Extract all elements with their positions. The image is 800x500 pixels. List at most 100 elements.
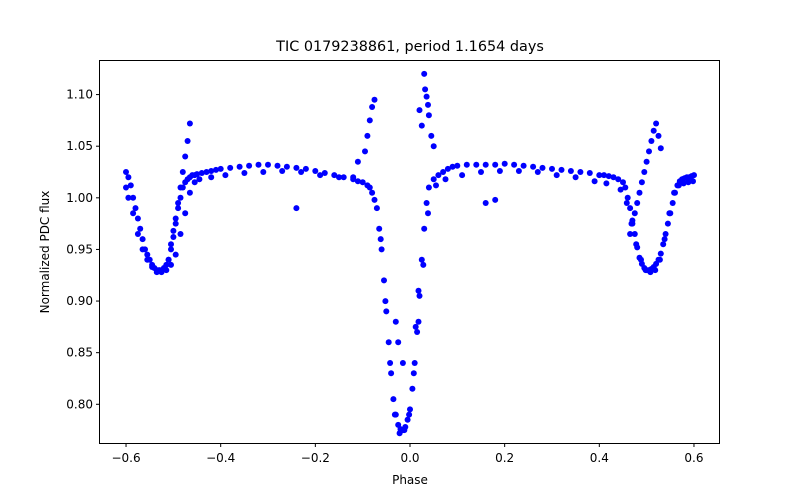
data-point: [423, 93, 430, 100]
data-point: [378, 246, 385, 253]
data-point: [177, 194, 184, 201]
data-point: [399, 360, 406, 366]
data-point: [558, 166, 565, 173]
data-point: [415, 318, 422, 325]
data-point: [194, 171, 200, 178]
data-point: [418, 122, 425, 129]
data-point: [414, 329, 421, 335]
data-point: [410, 370, 417, 377]
data-point: [631, 210, 638, 217]
data-point: [444, 165, 451, 172]
data-point: [596, 172, 603, 179]
data-point: [623, 200, 630, 206]
data-point: [605, 173, 612, 180]
data-point: [636, 189, 643, 196]
data-point: [669, 200, 676, 206]
data-point: [473, 161, 480, 168]
data-point: [168, 241, 174, 248]
data-point: [425, 210, 431, 217]
data-point: [177, 184, 184, 191]
data-point: [371, 96, 378, 103]
data-point: [401, 427, 408, 434]
data-point: [175, 200, 182, 206]
data-point: [647, 269, 654, 276]
data-point: [442, 176, 449, 183]
data-point: [661, 236, 668, 243]
data-point: [660, 241, 667, 248]
data-point: [463, 161, 470, 168]
data-point: [283, 163, 290, 170]
data-point: [428, 132, 435, 139]
data-point: [165, 256, 172, 263]
y-tick-label: 0.90: [66, 294, 93, 308]
x-tick-label: 0.4: [590, 451, 609, 465]
data-point: [449, 163, 456, 170]
data-point: [354, 178, 361, 185]
data-point: [177, 231, 184, 237]
data-point: [404, 416, 411, 423]
data-point: [662, 231, 669, 237]
data-point: [144, 256, 151, 263]
data-point: [369, 189, 376, 196]
y-tick-label: 0.85: [66, 346, 93, 360]
data-point: [675, 182, 682, 189]
data-point: [182, 153, 189, 160]
data-point: [130, 194, 137, 201]
y-tick-label: 1.00: [66, 191, 93, 205]
data-point: [241, 170, 248, 176]
data-point: [179, 169, 186, 175]
data-points: [123, 70, 697, 437]
data-point: [149, 264, 156, 270]
data-point: [373, 205, 380, 212]
data-point: [643, 158, 650, 165]
data-point: [130, 210, 137, 217]
data-point: [144, 251, 151, 258]
data-point: [236, 163, 243, 170]
y-tick-label: 1.10: [66, 88, 93, 102]
data-point: [302, 165, 309, 172]
data-point: [653, 120, 660, 127]
data-point: [627, 231, 634, 237]
data-point: [170, 227, 177, 234]
data-point: [601, 172, 607, 179]
data-point: [620, 179, 626, 186]
data-point: [222, 172, 229, 179]
data-point: [396, 430, 403, 437]
data-point: [125, 194, 132, 201]
data-point: [406, 411, 413, 418]
data-point: [317, 172, 324, 179]
data-point: [415, 287, 422, 294]
data-point: [656, 256, 663, 263]
data-point: [530, 163, 537, 170]
data-point: [482, 200, 489, 206]
data-point: [666, 210, 673, 217]
data-point: [279, 168, 286, 174]
x-tick-label: −0.2: [301, 451, 330, 465]
data-point: [255, 161, 262, 168]
x-tick-label: 0.6: [684, 451, 703, 465]
data-point: [652, 267, 659, 274]
data-point: [208, 168, 215, 174]
data-point: [186, 120, 193, 127]
data-point: [321, 170, 328, 176]
data-point: [567, 168, 574, 174]
data-point: [549, 165, 555, 172]
data-point: [492, 161, 499, 168]
data-point: [418, 256, 425, 263]
data-point: [203, 169, 210, 175]
data-point: [382, 298, 389, 305]
x-axis-ticks: −0.6 −0.4 −0.2 0.0 0.2 0.4 0.6: [111, 443, 704, 465]
data-point: [293, 205, 300, 212]
data-point: [629, 220, 636, 227]
data-point: [421, 70, 428, 77]
x-axis-label: Phase: [392, 473, 428, 487]
data-point: [385, 339, 392, 346]
data-point: [163, 267, 170, 274]
data-point: [454, 162, 461, 169]
data-point: [170, 234, 177, 240]
data-point: [364, 132, 371, 139]
data-point: [175, 205, 182, 212]
data-point: [425, 184, 432, 191]
data-point: [158, 269, 165, 276]
